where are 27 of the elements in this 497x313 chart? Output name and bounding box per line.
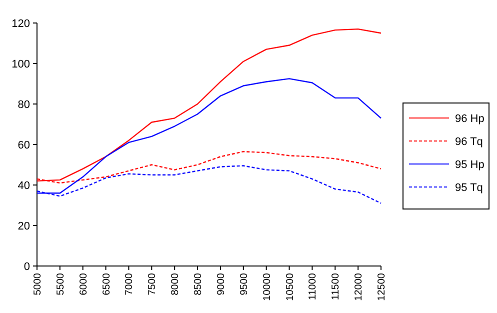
x-tick-label: 10500 — [284, 272, 296, 301]
legend-label: 96 Tq — [455, 136, 483, 148]
x-tick-label: 9000 — [216, 272, 227, 296]
x-tick-label: 7000 — [124, 272, 136, 296]
x-tick-label: 11500 — [330, 272, 342, 300]
y-tick-label: 120 — [12, 18, 30, 30]
x-tick-label: 6000 — [78, 272, 90, 296]
x-tick-label: 11000 — [308, 272, 319, 300]
legend-label: 95 Tq — [455, 182, 483, 194]
x-tick-label: 7500 — [147, 272, 158, 296]
x-tick-label: 8500 — [193, 272, 204, 296]
y-tick-label: 40 — [18, 180, 30, 192]
y-tick-label: 100 — [12, 58, 30, 70]
x-tick-label: 5500 — [55, 272, 66, 296]
y-tick-label: 0 — [24, 260, 30, 273]
x-tick-label: 8000 — [170, 272, 182, 296]
y-tick-label: 20 — [18, 220, 30, 232]
legend-label: 96 Hp — [455, 112, 484, 125]
x-tick-label: 10000 — [262, 272, 273, 301]
x-tick-label: 9500 — [238, 272, 250, 296]
x-tick-label: 5000 — [32, 272, 44, 296]
x-tick-label: 12000 — [354, 272, 365, 301]
y-tick-label: 80 — [18, 98, 30, 111]
y-tick-label: 60 — [18, 139, 30, 152]
legend-label: 95 Hp — [455, 158, 484, 171]
x-tick-label: 6500 — [101, 272, 112, 296]
x-tick-label: 12500 — [376, 272, 388, 301]
